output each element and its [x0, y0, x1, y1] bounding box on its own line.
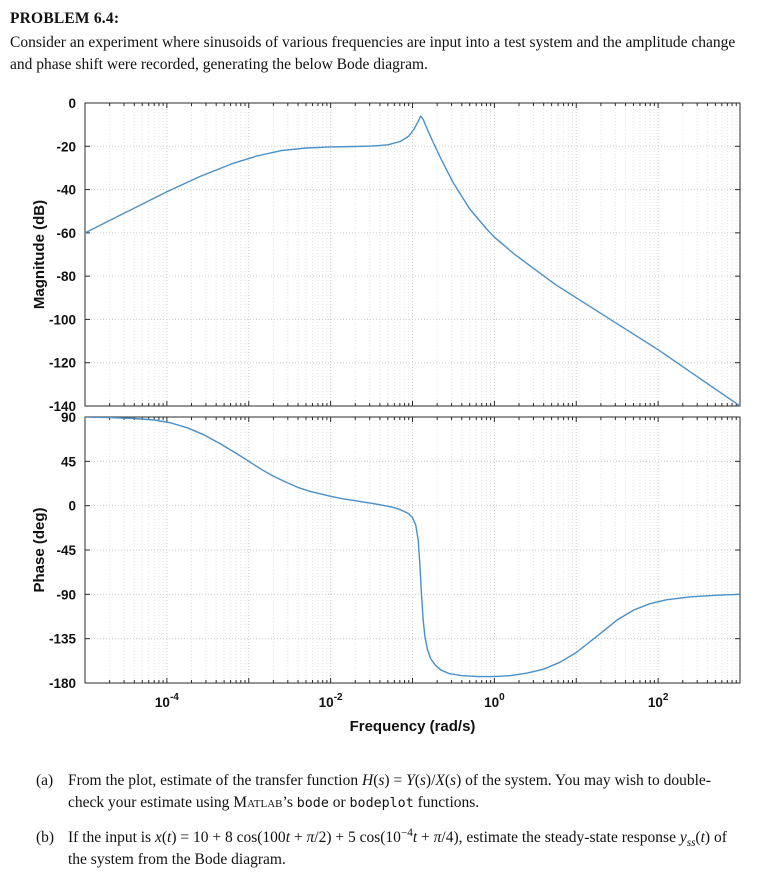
question-parts: (a) From the plot, estimate of the transf… [0, 770, 745, 882]
part-a-text: From the plot, estimate of the transfer … [68, 772, 711, 811]
xtick-label: 102 [648, 692, 669, 710]
problem-intro: Consider an experiment where sinusoids o… [10, 34, 736, 73]
magnitude-ytick-label: -80 [56, 269, 76, 284]
xtick-label: 100 [484, 692, 505, 710]
phase-axis-title: Phase (deg) [31, 507, 48, 592]
xtick-label: 10-4 [155, 692, 179, 710]
phase-ytick-label: 90 [61, 410, 76, 425]
magnitude-ytick-label: 0 [68, 96, 76, 111]
magnitude-ytick-label: -60 [56, 226, 76, 241]
part-a-label: (a) [36, 772, 54, 789]
part-b-label: (b) [36, 829, 55, 846]
phase-curve [85, 417, 740, 678]
phase-ytick-label: 45 [61, 454, 77, 469]
part-a: (a) From the plot, estimate of the transf… [0, 770, 745, 814]
problem-title: PROBLEM 6.4: [10, 10, 120, 27]
magnitude-ytick-label: -20 [56, 139, 76, 154]
phase-ytick-label: -180 [49, 676, 76, 691]
phase-ytick-label: -45 [56, 543, 76, 558]
bode-figure: 0 -20 -40 -60 -80 -100 -120 -140 Magnitude (dB) 9… [0, 95, 757, 750]
phase-ytick-label: 0 [68, 499, 76, 514]
part-b-text: If the input is x(t) = 10 + 8 cos(100t +… [68, 826, 727, 868]
magnitude-ytick-label: -140 [49, 399, 76, 414]
magnitude-axis-title: Magnitude (dB) [31, 200, 48, 309]
magnitude-ytick-label: -40 [56, 183, 76, 198]
xtick-label: 10-2 [319, 692, 343, 710]
phase-ytick-label: -135 [49, 632, 77, 647]
magnitude-curve [85, 115, 740, 406]
bode-plot-svg: 0 -20 -40 -60 -80 -100 -120 -140 Magnitude (dB) 9… [31, 96, 741, 735]
phase-ytick-label: -90 [56, 587, 76, 602]
magnitude-ytick-label: -100 [49, 312, 76, 327]
part-b: (b) If the input is x(t) = 10 + 8 cos(100… [0, 827, 745, 871]
x-axis-title: Frequency (rad/s) [350, 718, 476, 735]
magnitude-ytick-label: -120 [49, 356, 76, 371]
